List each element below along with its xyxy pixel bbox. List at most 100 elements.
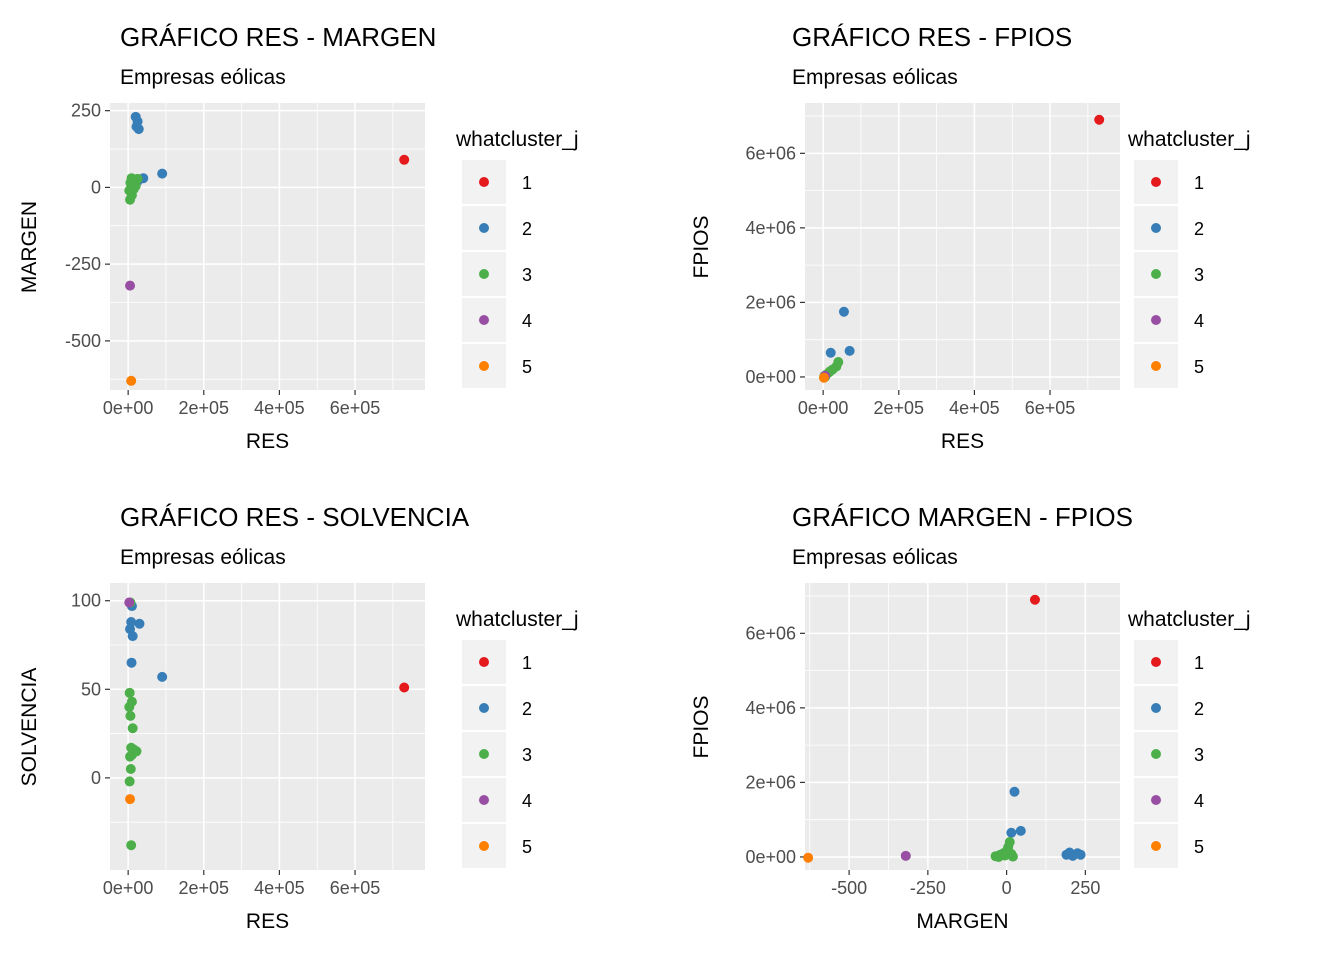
data-point-cluster-5 xyxy=(125,794,136,805)
y-tick-label: 50 xyxy=(81,679,101,699)
data-point-cluster-3 xyxy=(127,723,138,734)
data-point-cluster-2 xyxy=(126,657,137,668)
legend-label: 4 xyxy=(522,791,532,811)
data-point-cluster-2 xyxy=(134,618,145,629)
data-point-cluster-3 xyxy=(124,776,135,787)
x-tick-label: 0 xyxy=(1002,878,1012,898)
x-tick-label: 4e+05 xyxy=(254,398,305,418)
y-tick-label: -500 xyxy=(65,331,101,351)
legend-title: whatcluster_j xyxy=(1127,128,1251,151)
legend-key-dot-cluster-5 xyxy=(479,841,489,851)
y-tick-label: 250 xyxy=(71,101,101,121)
data-point-cluster-2 xyxy=(133,124,144,135)
data-point-cluster-3 xyxy=(125,710,136,721)
legend-key-dot-cluster-4 xyxy=(479,795,489,805)
data-point-cluster-2 xyxy=(1009,786,1020,797)
x-tick-label: 2e+05 xyxy=(874,398,925,418)
data-point-cluster-5 xyxy=(803,852,814,863)
data-point-cluster-1 xyxy=(1094,114,1105,125)
y-tick-label: 0e+00 xyxy=(745,367,796,387)
data-point-cluster-2 xyxy=(1075,849,1086,860)
x-tick-label: 250 xyxy=(1070,878,1100,898)
legend-label: 1 xyxy=(1194,173,1204,193)
data-point-cluster-2 xyxy=(1015,825,1026,836)
x-tick-label: 0e+00 xyxy=(103,398,154,418)
legend-label: 5 xyxy=(522,837,532,857)
legend-label: 1 xyxy=(1194,653,1204,673)
legend-label: 4 xyxy=(1194,311,1204,331)
x-tick-label: 0e+00 xyxy=(798,398,849,418)
data-point-cluster-3 xyxy=(1007,851,1018,862)
data-point-cluster-3 xyxy=(125,764,136,775)
legend-label: 3 xyxy=(1194,745,1204,765)
legend-label: 3 xyxy=(522,265,532,285)
legend-label: 4 xyxy=(522,311,532,331)
legend-label: 2 xyxy=(522,219,532,239)
data-point-cluster-2 xyxy=(1006,827,1017,838)
plot-canvas: 0e+00 2e+05 4e+05 6e+05 0e+00 2e+06 4e+06 6e+06… xyxy=(745,103,1251,418)
x-axis-title: RES xyxy=(245,430,290,453)
x-axis-title: RES xyxy=(940,430,985,453)
y-tick-label: 4e+06 xyxy=(745,698,796,718)
plot-canvas: -500 -250 0 250 0e+00 2e+06 4e+06 6e+06 whatclus… xyxy=(745,583,1251,898)
panel-background xyxy=(110,583,425,870)
plot-title: GRÁFICO RES - SOLVENCIA xyxy=(120,502,470,532)
legend-key-dot-cluster-2 xyxy=(1151,223,1161,233)
y-tick-label: 0 xyxy=(91,177,101,197)
data-point-cluster-3 xyxy=(833,357,844,368)
data-point-cluster-3 xyxy=(1004,837,1015,848)
panel-background xyxy=(805,103,1120,390)
plot-subtitle: Empresas eólicas xyxy=(120,546,286,569)
x-tick-label: -250 xyxy=(910,878,946,898)
data-point-cluster-2 xyxy=(825,347,836,358)
data-point-cluster-4 xyxy=(900,850,911,861)
legend-key-dot-cluster-4 xyxy=(1151,795,1161,805)
plot-res-solvencia: GRÁFICO RES - SOLVENCIA Empresas eólicas… xyxy=(0,480,672,960)
plot-title: GRÁFICO RES - MARGEN xyxy=(120,22,437,52)
legend-label: 1 xyxy=(522,173,532,193)
panel-background xyxy=(110,103,425,390)
plot-res-margen: GRÁFICO RES - MARGEN Empresas eólicas MA… xyxy=(0,0,672,480)
legend-label: 5 xyxy=(522,357,532,377)
data-point-cluster-3 xyxy=(1000,850,1011,861)
legend-label: 3 xyxy=(1194,265,1204,285)
plot-subtitle: Empresas eólicas xyxy=(120,66,286,89)
legend-key-dot-cluster-4 xyxy=(479,315,489,325)
plot-canvas: 0e+00 2e+05 4e+05 6e+05 250 0 -250 -500 whatclus… xyxy=(65,101,579,418)
data-point-cluster-2 xyxy=(844,345,855,356)
legend-key-dot-cluster-1 xyxy=(479,657,489,667)
legend-title: whatcluster_j xyxy=(455,608,579,631)
x-tick-label: 4e+05 xyxy=(949,398,1000,418)
legend-label: 5 xyxy=(1194,837,1204,857)
x-tick-label: 6e+05 xyxy=(330,878,381,898)
data-point-cluster-2 xyxy=(838,306,849,317)
x-axis-title: MARGEN xyxy=(916,910,1009,933)
data-point-cluster-2 xyxy=(157,671,168,682)
data-point-cluster-4 xyxy=(125,280,136,291)
legend-key-dot-cluster-3 xyxy=(479,749,489,759)
x-tick-label: -500 xyxy=(831,878,867,898)
y-tick-label: 2e+06 xyxy=(745,772,796,792)
legend-label: 5 xyxy=(1194,357,1204,377)
legend-label: 4 xyxy=(1194,791,1204,811)
data-point-cluster-5 xyxy=(126,375,137,386)
data-point-cluster-3 xyxy=(125,751,136,762)
x-tick-label: 6e+05 xyxy=(1025,398,1076,418)
legend-title: whatcluster_j xyxy=(1127,608,1251,631)
legend-key-dot-cluster-3 xyxy=(1151,749,1161,759)
data-point-cluster-1 xyxy=(399,682,410,693)
legend-label: 2 xyxy=(522,699,532,719)
plot-subtitle: Empresas eólicas xyxy=(792,546,958,569)
legend-key-dot-cluster-5 xyxy=(1151,841,1161,851)
plot-res-fpios: GRÁFICO RES - FPIOS Empresas eólicas FPI… xyxy=(672,0,1344,480)
x-axis-title: RES xyxy=(245,910,290,933)
legend-label: 2 xyxy=(1194,219,1204,239)
x-tick-label: 6e+05 xyxy=(330,398,381,418)
legend-key-dot-cluster-5 xyxy=(479,361,489,371)
x-tick-label: 0e+00 xyxy=(103,878,154,898)
panel-background xyxy=(805,583,1120,870)
data-point-cluster-2 xyxy=(157,168,168,179)
y-tick-label: 4e+06 xyxy=(745,218,796,238)
y-tick-label: 100 xyxy=(71,591,101,611)
